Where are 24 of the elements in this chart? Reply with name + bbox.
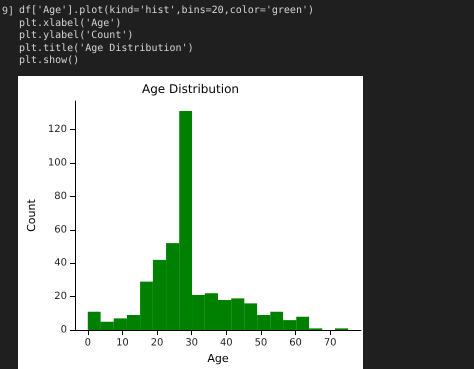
- x-tick-label: 50: [254, 338, 268, 349]
- y-tick-label: 100: [48, 157, 67, 168]
- y-axis-title: Count: [25, 198, 38, 232]
- text: plt.show(): [19, 55, 80, 68]
- text: plt.xlabel('Age'): [19, 18, 122, 30]
- text: plt.title('Age Distribution'): [19, 42, 195, 55]
- x-tick-label: 70: [324, 338, 337, 349]
- chart-title: Age Distribution: [142, 82, 240, 96]
- y-tick-label: 80: [54, 190, 67, 202]
- x-tick-label: 0: [84, 338, 91, 349]
- y-tick-label: 120: [48, 124, 67, 135]
- y-tick-label: 40: [54, 258, 67, 269]
- x-tick-label: 30: [185, 338, 198, 349]
- x-tick-label: 40: [220, 338, 233, 349]
- y-tick-label: 0: [60, 324, 67, 336]
- x-tick-label: 60: [289, 338, 302, 349]
- y-tick-label: 20: [54, 291, 67, 302]
- x-tick-label: 20: [150, 338, 164, 349]
- text: 9]: [2, 6, 14, 17]
- text: df['Age'].plot(kind='hist',bins=20,color='green'): [19, 5, 314, 18]
- x-tick-label: 10: [116, 338, 129, 349]
- text: plt.ylabel('Count'): [19, 30, 134, 42]
- x-axis-title: Age: [207, 352, 229, 365]
- y-tick-label: 60: [54, 224, 67, 236]
